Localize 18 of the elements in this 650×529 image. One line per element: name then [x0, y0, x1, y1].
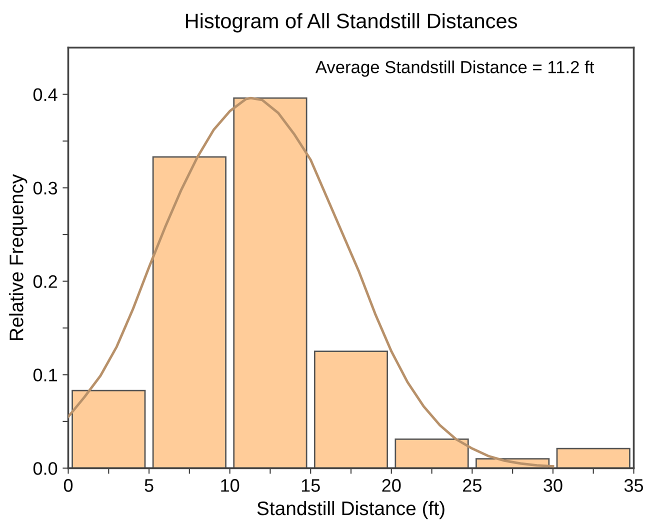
line-series [68, 96, 554, 468]
y-tick-label: 0.4 [33, 88, 58, 102]
y-tick-label: 0.0 [33, 462, 58, 475]
x-tick-label: 30 [544, 479, 562, 492]
x-axis-title: Standstill Distance (ft) [257, 500, 444, 520]
chart-title: Histogram of All Standstill Distances [186, 13, 517, 32]
y-tick-label: 0.3 [33, 182, 58, 195]
x-tick-label: 0 [64, 479, 73, 492]
y-axis-title: Relative Frequency [9, 174, 28, 340]
x-tick-label: 35 [624, 479, 644, 492]
x-tick-label: 10 [221, 479, 240, 492]
x-tick-label: 20 [382, 479, 401, 492]
x-tick-label: 5 [144, 479, 154, 492]
y-tick-label: 0.1 [33, 368, 57, 382]
annotation: Average Standstill Distance = 11.2 ft [315, 60, 594, 77]
x-tick-label: 25 [463, 479, 482, 492]
x-tick-label: 15 [302, 479, 320, 492]
y-tick-label: 0.2 [33, 275, 57, 288]
